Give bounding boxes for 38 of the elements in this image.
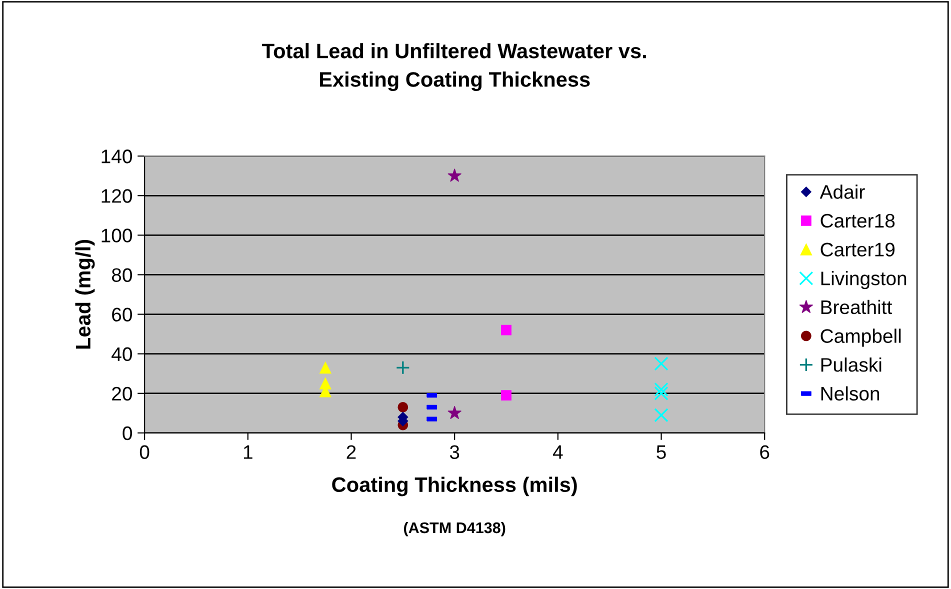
x-tick-label: 0 (140, 445, 150, 460)
legend-label: Campbell (820, 328, 901, 347)
x-axis-title: Coating Thickness (mils) (332, 476, 577, 496)
y-tick-label: 60 (112, 308, 132, 322)
legend-label: Carter18 (820, 214, 895, 228)
point (654, 386, 668, 400)
y-tick-label: 140 (102, 150, 132, 164)
x-tick-label: 6 (760, 445, 770, 460)
y-axis-title: Lead (mg/l) (75, 240, 95, 349)
y-tick-label: 20 (112, 386, 132, 401)
point (654, 408, 668, 422)
point (448, 168, 462, 182)
y-tick-label: 80 (112, 268, 132, 282)
y-tick-label: 40 (112, 347, 132, 362)
x-tick-label: 5 (656, 445, 666, 460)
x-tick-label: 4 (552, 445, 563, 459)
y-tick-label: 100 (102, 228, 132, 242)
legend-label: Nelson (821, 386, 880, 401)
point (396, 360, 410, 375)
legend-label: Pulaski (821, 357, 882, 372)
legend-label: Adair (820, 184, 865, 199)
legend-label: Livingston (821, 271, 906, 290)
point (501, 324, 512, 336)
legend-label: Breathitt (821, 300, 892, 314)
x-tick-label: 3 (450, 445, 460, 460)
y-tick-label: 120 (102, 189, 132, 203)
point (654, 356, 668, 371)
x-tick-label: 2 (346, 445, 356, 459)
point (398, 402, 408, 412)
point (654, 382, 668, 396)
chart-title: Total Lead in Unfiltered Wastewater vs. Existing Coating Thickness (262, 43, 646, 92)
point (501, 390, 512, 401)
text: (ASTM D4138) (404, 522, 506, 536)
legend-label: Carter19 (820, 242, 895, 256)
point (319, 362, 332, 374)
x-tick-label: 1 (244, 445, 252, 459)
point (448, 406, 462, 420)
y-tick-label: 0 (122, 426, 132, 440)
